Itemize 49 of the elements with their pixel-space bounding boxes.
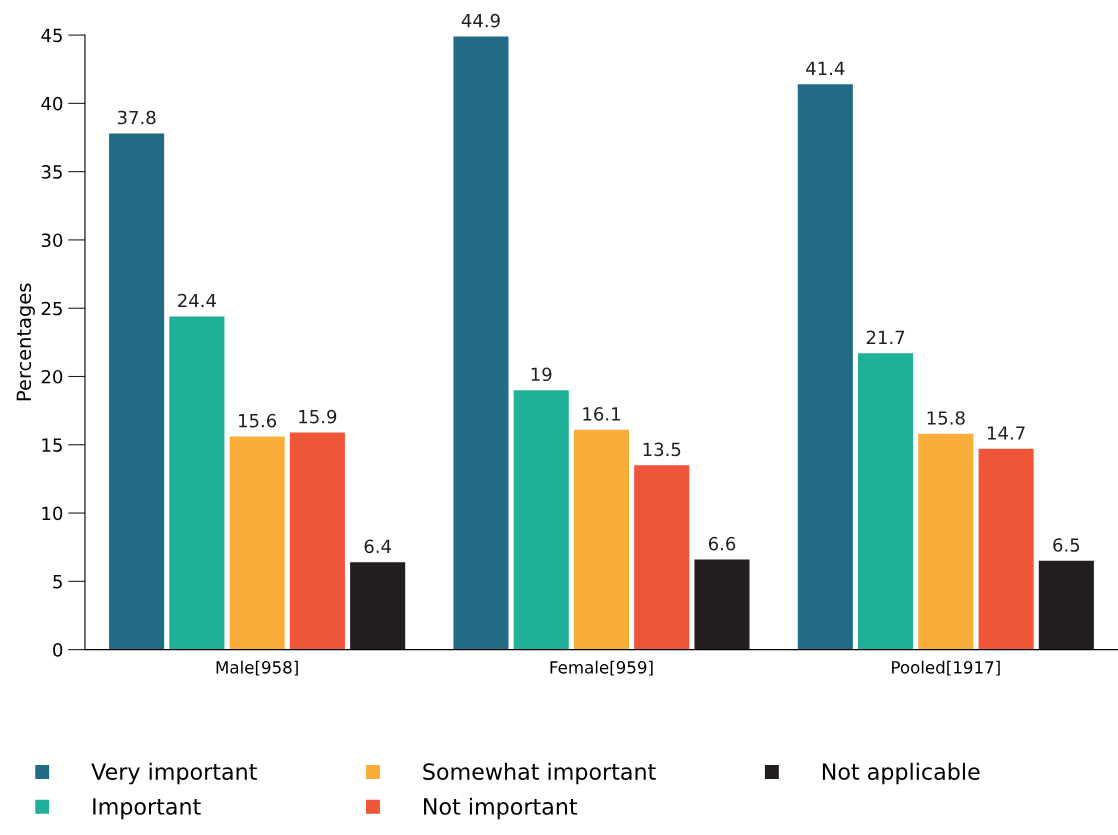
- bar: [229, 436, 285, 650]
- bar: [978, 448, 1034, 650]
- data-label: 14.7: [987, 426, 1025, 440]
- bar: [797, 84, 853, 650]
- y-tick-label: 35: [41, 165, 62, 179]
- data-label: 13.5: [643, 442, 681, 457]
- x-tick-label: Pooled[1917]: [892, 660, 1000, 676]
- bar: [918, 433, 974, 650]
- x-tick-label: Male[958]: [216, 660, 298, 676]
- data-label: 21.7: [866, 330, 905, 344]
- bar: [109, 133, 165, 650]
- legend-label: Somewhat important: [423, 762, 656, 785]
- data-label: 16.1: [583, 407, 620, 421]
- bar: [694, 559, 750, 650]
- data-label: 15.8: [927, 411, 965, 425]
- data-label: 19: [531, 367, 552, 382]
- x-tick-label: Female[959]: [550, 660, 653, 676]
- data-label: 37.8: [117, 110, 156, 125]
- data-label: 15.6: [239, 413, 277, 428]
- y-tick-label: 5: [53, 575, 62, 589]
- y-tick-label: 20: [41, 369, 63, 384]
- bar: [289, 432, 345, 650]
- y-tick-label: 15: [42, 438, 62, 452]
- bar: [858, 353, 914, 650]
- data-label: 44.9: [461, 13, 500, 28]
- data-label: 24.4: [178, 293, 216, 308]
- legend-label: Not applicable: [822, 762, 980, 785]
- data-label: 15.9: [299, 409, 337, 424]
- legend-label: Very important: [91, 762, 257, 785]
- data-label: 6.5: [1053, 538, 1080, 552]
- bar: [169, 316, 225, 650]
- y-axis-title: Percentages: [16, 283, 35, 401]
- y-tick-label: 0: [53, 643, 63, 657]
- y-tick-label: 40: [41, 96, 63, 111]
- legend-label: Important: [93, 798, 201, 820]
- bar: [453, 36, 509, 650]
- bar: [513, 390, 569, 650]
- y-tick-label: 45: [41, 28, 62, 43]
- legend-label: Not important: [424, 797, 578, 820]
- y-tick-label: 10: [42, 506, 63, 521]
- bar: [350, 562, 406, 650]
- data-label: 6.4: [364, 539, 392, 554]
- bar: [634, 465, 690, 650]
- data-label: 6.6: [708, 536, 736, 551]
- y-tick-label: 30: [41, 233, 63, 248]
- data-label: 41.4: [806, 61, 845, 75]
- bar: [1038, 560, 1094, 650]
- y-tick-label: 25: [41, 301, 62, 316]
- bar: [573, 429, 630, 650]
